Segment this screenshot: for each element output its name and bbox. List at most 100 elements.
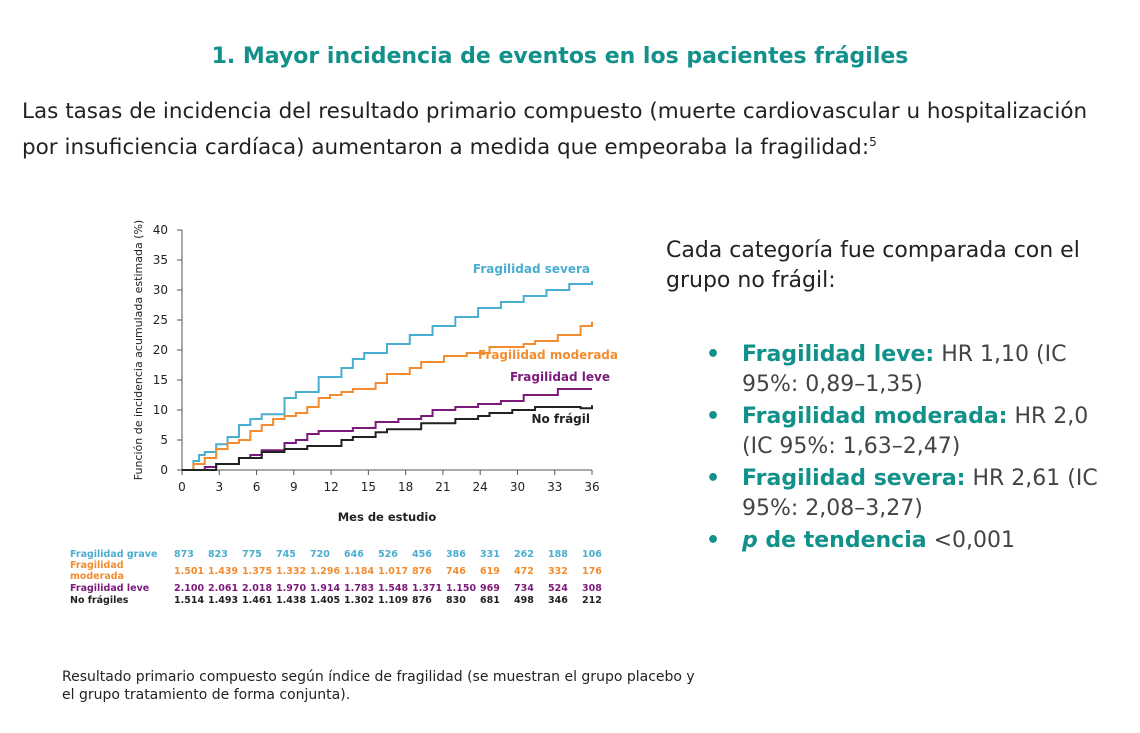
hr-value: HR 1,10 (IC 95%: 0,89–1,35) — [742, 342, 1067, 397]
risk-cell: 456 — [412, 548, 432, 560]
y-tick-label: 5 — [160, 433, 168, 447]
risk-row-label: No frágiles — [70, 594, 129, 606]
bullet: • — [706, 342, 721, 367]
hr-key: de tendencia — [757, 528, 927, 553]
risk-cell: 876 — [412, 565, 432, 577]
series-line-fragilidad-moderada — [182, 321, 593, 471]
x-tick-label: 33 — [547, 480, 562, 494]
risk-cell: 830 — [446, 594, 466, 606]
x-tick-label: 24 — [473, 480, 488, 494]
hr-item: • p de tendencia <0,001 — [706, 526, 1106, 556]
risk-cell: 2.061 — [208, 582, 239, 594]
risk-table: Fragilidad grave 873 823 775 745 720 646 526 456… — [70, 548, 616, 606]
risk-cell: 1.461 — [242, 594, 273, 606]
risk-cell: 2.018 — [242, 582, 273, 594]
risk-cell: 1.439 — [208, 565, 239, 577]
risk-cell: 681 — [480, 594, 500, 606]
risk-cell: 331 — [480, 548, 500, 560]
risk-cell: 1.548 — [378, 582, 409, 594]
hr-item: • Fragilidad leve: HR 1,10 (IC 95%: 0,89–… — [706, 340, 1106, 400]
risk-cell: 1.296 — [310, 565, 341, 577]
risk-cell: 1.914 — [310, 582, 341, 594]
risk-cell: 526 — [378, 548, 398, 560]
risk-cell: 472 — [514, 565, 534, 577]
risk-cell: 262 — [514, 548, 534, 560]
risk-cell: 176 — [582, 565, 602, 577]
bullet: • — [706, 528, 721, 553]
series-label: No frágil — [531, 412, 590, 426]
risk-cell: 188 — [548, 548, 568, 560]
risk-cell: 1.783 — [344, 582, 375, 594]
risk-cell: 1.375 — [242, 565, 273, 577]
x-tick-label: 15 — [361, 480, 376, 494]
risk-row-label: Fragilidad moderada — [70, 560, 124, 582]
x-tick-label: 3 — [215, 480, 223, 494]
risk-row-label: Fragilidad grave — [70, 548, 158, 560]
risk-cell: 1.514 — [174, 594, 205, 606]
risk-cell: 524 — [548, 582, 568, 594]
reference: 5 — [869, 135, 877, 149]
series-label: Fragilidad moderada — [478, 348, 618, 362]
series-line-no-frágil — [182, 405, 593, 471]
y-tick-label: 15 — [153, 373, 168, 387]
hr-value: HR 2,61 (IC 95%: 2,08–3,27) — [742, 466, 1098, 521]
risk-cell: 308 — [582, 582, 602, 594]
risk-cell: 646 — [344, 548, 364, 560]
series-label: Fragilidad severa — [473, 262, 590, 276]
risk-cell: 619 — [480, 565, 500, 577]
risk-cell: 212 — [582, 594, 602, 606]
bullet: • — [706, 404, 721, 429]
bullet: • — [706, 466, 721, 491]
risk-cell: 1.493 — [208, 594, 239, 606]
series-label: Fragilidad leve — [510, 370, 610, 384]
y-axis-label: Función de incidencia acumulada estimada… — [132, 220, 145, 480]
risk-cell: 969 — [480, 582, 500, 594]
risk-cell: 1.302 — [344, 594, 375, 606]
risk-cell: 1.970 — [276, 582, 307, 594]
risk-cell: 1.438 — [276, 594, 307, 606]
y-tick-label: 35 — [153, 253, 168, 267]
risk-cell: 1.405 — [310, 594, 341, 606]
y-tick-label: 0 — [160, 463, 168, 477]
y-tick-label: 30 — [153, 283, 168, 297]
risk-cell: 1.501 — [174, 565, 205, 577]
risk-cell: 1.150 — [446, 582, 477, 594]
risk-cell: 1.017 — [378, 565, 409, 577]
risk-row: Fragilidad grave 873 823 775 745 720 646 526 456… — [70, 548, 616, 560]
risk-row-label: Fragilidad leve — [70, 582, 150, 594]
risk-cell: 386 — [446, 548, 466, 560]
risk-cell: 720 — [310, 548, 330, 560]
risk-cell: 1.184 — [344, 565, 375, 577]
x-tick-label: 9 — [290, 480, 298, 494]
hr-panel: Cada categoría fue comparada con el grup… — [666, 236, 1106, 558]
hr-key: Fragilidad leve: — [742, 342, 935, 367]
risk-cell: 876 — [412, 594, 432, 606]
hr-key-italic: p — [742, 528, 758, 553]
risk-cell: 873 — [174, 548, 194, 560]
risk-row: Fragilidad moderada 1.501 1.439 1.375 1.332 1… — [70, 560, 616, 582]
risk-cell: 745 — [276, 548, 296, 560]
intro-text: Las tasas de incidencia del resultado pr… — [22, 96, 1122, 163]
x-tick-label: 36 — [584, 480, 599, 494]
page-title: 1. Mayor incidencia de eventos en los pa… — [211, 44, 909, 69]
hr-heading: Cada categoría fue comparada con el grup… — [666, 238, 1080, 293]
y-tick-label: 20 — [153, 343, 168, 357]
hr-list: • Fragilidad leve: HR 1,10 (IC 95%: 0,89–… — [706, 340, 1106, 556]
risk-cell: 106 — [582, 548, 602, 560]
risk-row: No frágiles 1.514 1.493 1.461 1.438 1.405 1.30… — [70, 594, 616, 606]
x-tick-label: 12 — [323, 480, 338, 494]
risk-cell: 1.371 — [412, 582, 443, 594]
risk-cell: 746 — [446, 565, 466, 577]
hr-item: • Fragilidad severa: HR 2,61 (IC 95%: 2,0… — [706, 464, 1106, 524]
risk-cell: 775 — [242, 548, 262, 560]
risk-cell: 823 — [208, 548, 228, 560]
x-tick-label: 0 — [178, 480, 186, 494]
y-tick-label: 25 — [153, 313, 168, 327]
x-tick-label: 21 — [435, 480, 450, 494]
x-tick-label: 18 — [398, 480, 413, 494]
risk-row: Fragilidad leve 2.100 2.061 2.018 1.970 1.914… — [70, 582, 616, 594]
risk-cell: 346 — [548, 594, 568, 606]
y-tick-label: 40 — [153, 223, 168, 237]
x-axis-label: Mes de estudio — [338, 510, 437, 524]
intro-body: Las tasas de incidencia del resultado pr… — [22, 99, 1088, 161]
